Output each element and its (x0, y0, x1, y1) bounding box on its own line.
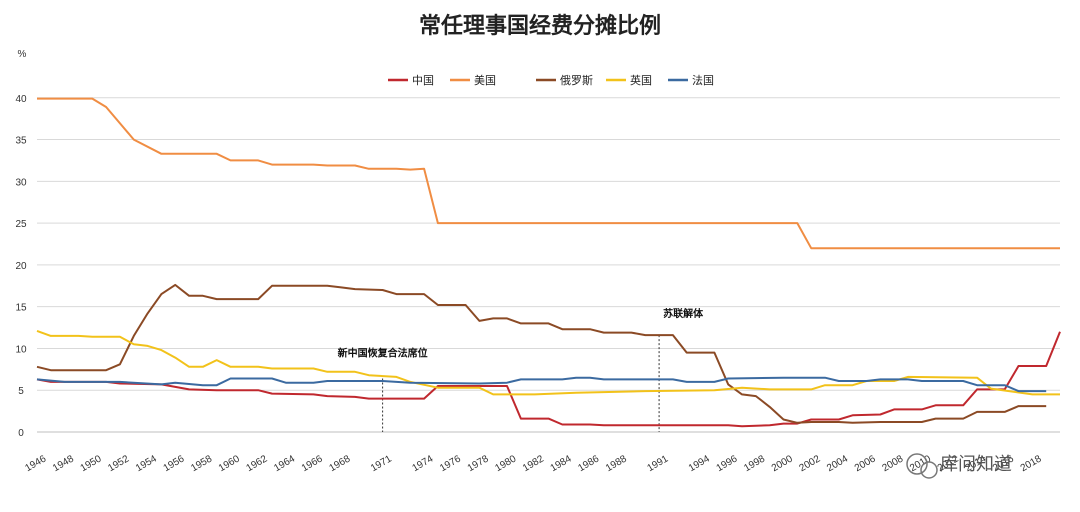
y-tick-label: 35 (15, 136, 27, 147)
x-tick-label: 1954 (134, 453, 159, 474)
x-tick-label: 1964 (272, 453, 297, 474)
watermark-text: 库问知道 (940, 454, 1012, 475)
legend-label: 美国 (474, 74, 496, 87)
x-tick-label: 1974 (410, 453, 435, 474)
gridlines (37, 97, 1060, 433)
x-tick-label: 1966 (300, 453, 325, 474)
x-tick-label: 1986 (576, 453, 601, 474)
annotation-label: 苏联解体 (663, 307, 704, 320)
y-tick-label: 30 (15, 177, 27, 188)
series-line-1 (37, 97, 1060, 250)
series-line-3 (36, 329, 1060, 396)
y-tick-label: 10 (15, 344, 27, 355)
x-tick-label: 1996 (715, 453, 740, 474)
x-tick-label: 1962 (245, 453, 270, 474)
x-tick-label: 1982 (521, 453, 546, 474)
x-tick-label: 1948 (51, 453, 76, 474)
series-line-2 (36, 283, 1047, 424)
y-tick-label: 0 (18, 428, 24, 439)
y-axis-ticks: 0 5 10 15 20 25 30 35 40 (15, 94, 27, 439)
x-tick-label: 1968 (328, 453, 353, 474)
legend-label: 英国 (630, 73, 652, 87)
chart-title: 常任理事国经费分摊比例 (419, 13, 661, 39)
annotation-label: 新中国恢复合法席位 (338, 347, 428, 360)
x-tick-label: 2006 (853, 453, 878, 474)
x-tick-label: 2000 (770, 453, 795, 474)
x-tick-label: 2004 (825, 453, 850, 474)
y-tick-label: 15 (15, 303, 27, 314)
annotation-markers (382, 335, 660, 432)
series-line-4 (36, 376, 1047, 393)
x-tick-label: 1956 (162, 453, 187, 474)
annotation-labels: 新中国恢复合法席位 苏联解体 (338, 307, 704, 359)
x-tick-label: 1971 (369, 453, 394, 474)
x-tick-label: 1976 (438, 453, 463, 474)
x-axis-ticks: 1946 1948 1950 1952 1954 1956 1958 1960 1962 1964… (23, 453, 1043, 474)
y-axis-unit-label: % (18, 49, 27, 60)
x-tick-label: 1988 (604, 453, 629, 474)
x-tick-label: 1958 (189, 453, 214, 474)
x-tick-label: 2002 (798, 453, 823, 474)
legend-label: 中国 (412, 74, 434, 87)
legend-label: 法国 (692, 73, 714, 87)
x-tick-label: 2018 (1019, 453, 1044, 474)
x-tick-label: 1950 (79, 453, 104, 474)
x-tick-label: 2008 (880, 453, 905, 474)
wechat-icon (906, 453, 928, 475)
y-tick-label: 20 (15, 261, 27, 272)
legend: 中国 美国 俄罗斯 英国 法国 (388, 73, 714, 87)
x-tick-label: 1998 (742, 453, 767, 474)
y-tick-label: 40 (15, 94, 27, 105)
watermark: 库问知道 (906, 453, 1012, 479)
series-line-0 (36, 331, 1061, 428)
x-tick-label: 1980 (493, 453, 518, 474)
x-tick-label: 1978 (466, 453, 491, 474)
x-tick-label: 1952 (106, 453, 131, 474)
x-tick-label: 1991 (645, 453, 670, 474)
y-tick-label: 25 (15, 219, 27, 230)
x-tick-label: 1946 (23, 453, 48, 474)
legend-label: 俄罗斯 (560, 74, 593, 87)
series-lines (36, 97, 1061, 428)
x-tick-label: 1960 (217, 453, 242, 474)
x-tick-label: 1984 (549, 453, 574, 474)
y-tick-label: 5 (18, 386, 24, 397)
x-tick-label: 1994 (687, 453, 712, 474)
wechat-icon-bubble (920, 461, 938, 479)
